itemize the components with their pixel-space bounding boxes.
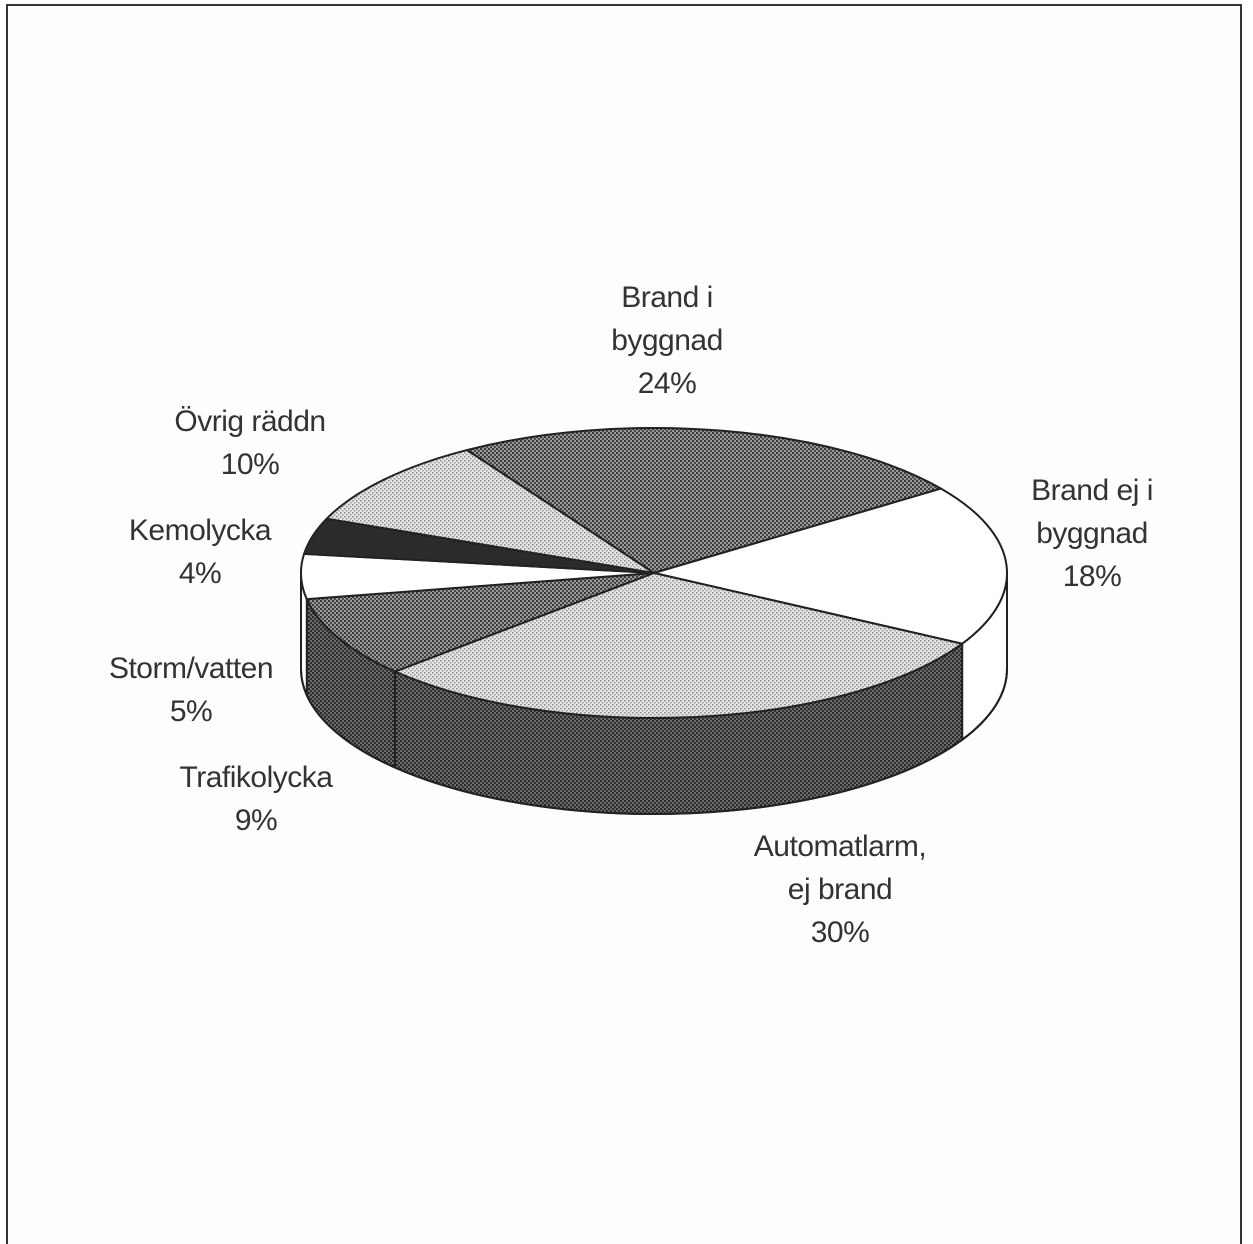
slice-value-label-6: 10% [221,448,280,481]
slice-label-5: Kemolycka [129,514,272,547]
slice-label-6: Övrig räddn [174,405,325,438]
slice-label-2: Automatlarm, [754,830,926,863]
slice-value-label-1: 18% [1063,560,1122,593]
slice-label-4: Storm/vatten [109,652,273,685]
pie-slice-0 [465,427,943,574]
pie-tops [300,427,1008,719]
slice-label-3: Trafikolycka [180,761,334,794]
slice-label-0: byggnad [611,324,723,357]
slice-label-1: byggnad [1036,517,1148,550]
slice-label-0: Brand i [621,281,713,314]
slice-label-2: ej brand [788,873,892,906]
pie-slice-6 [325,449,655,574]
slice-value-label-5: 4% [179,557,221,590]
pie-rim [300,573,1008,815]
pie-labels: Brand i byggnad 24% Brand ej i byggnad 18% Aut… [109,281,1153,949]
slice-label-1: Brand ej i [1031,474,1153,507]
pie-slice-2 [393,572,964,719]
slice-value-label-4: 5% [170,695,212,728]
slice-value-label-2: 30% [811,916,870,949]
slice-value-label-3: 9% [235,804,277,837]
slice-value-label-0: 24% [638,367,697,400]
pie-slice-1 [653,487,1008,645]
pie-slice-3 [305,572,655,673]
